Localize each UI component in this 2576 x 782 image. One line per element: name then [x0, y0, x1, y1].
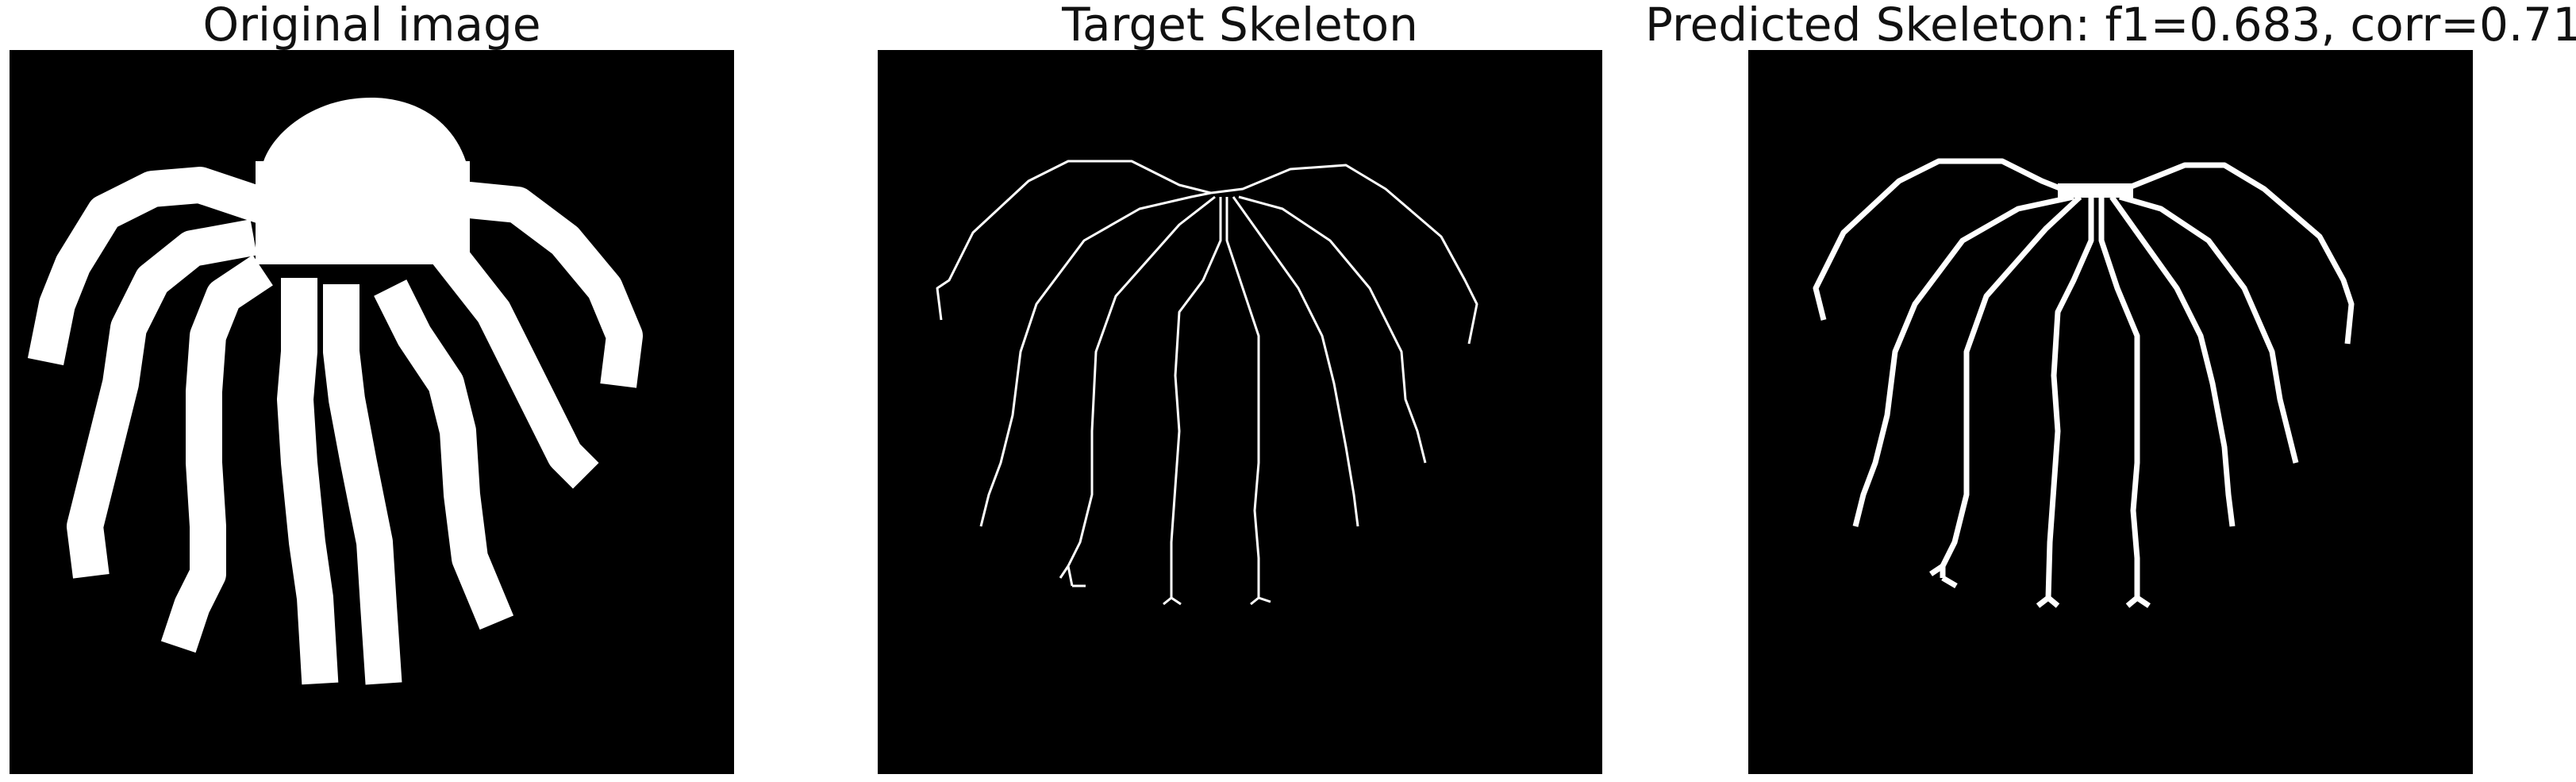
- target-skeleton-panel: [878, 50, 1602, 774]
- original-image: [27, 97, 643, 685]
- predicted-skeleton-title: Predicted Skeleton: f1=0.683, corr=0.719: [1645, 0, 2576, 52]
- target-skeleton-title: Target Skeleton: [1062, 0, 1418, 52]
- target-skeleton: [936, 160, 1478, 606]
- predicted-skeleton-panel: [1748, 50, 2473, 774]
- original-image-panel: [10, 50, 734, 774]
- original-image-title: Original image: [202, 0, 541, 52]
- predicted-skeleton: [1813, 158, 2355, 608]
